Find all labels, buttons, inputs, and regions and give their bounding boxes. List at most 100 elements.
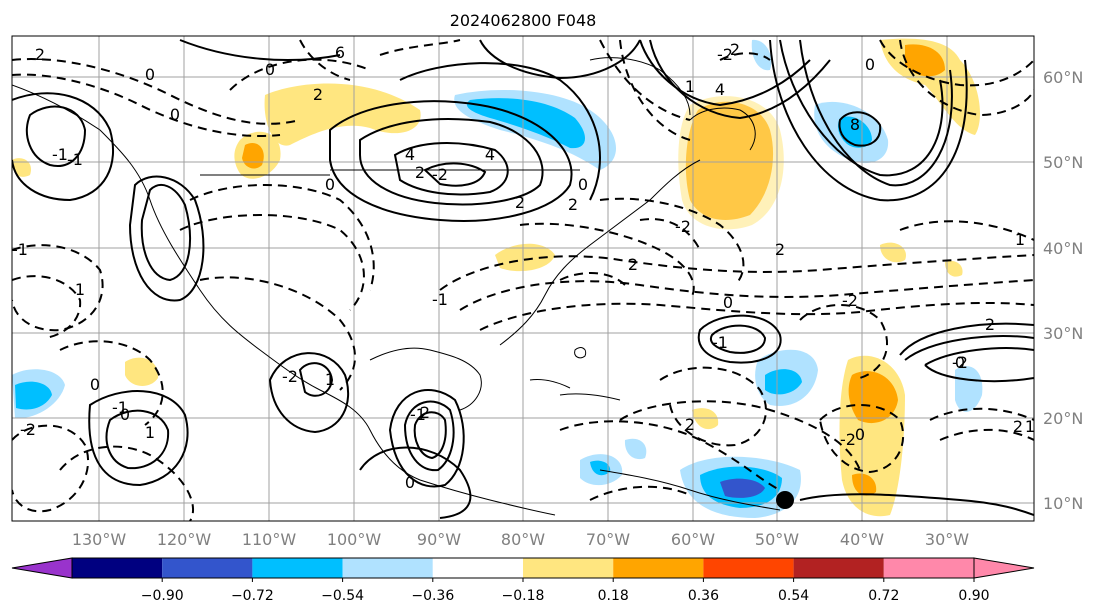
lat-label: 50°N [1043,153,1083,172]
contour-label: -2 [675,217,691,236]
shade-cyan-north-atlantic [466,98,586,149]
contour-label: 2 [1013,417,1023,436]
contour-label: 0 [145,65,155,84]
lon-label: 30°W [925,530,969,549]
latitude-axis: 60°N 50°N 40°N 30°N 20°N 10°N [1043,68,1083,513]
contour-label: 0 [865,55,875,74]
lon-label: 80°W [501,530,545,549]
colorbar-segment-3 [342,558,433,578]
colorbar-segment-0 [72,558,163,578]
contour-label: 0 [325,175,335,194]
storm-marker [776,491,794,509]
contour-label: 0 [120,405,130,424]
shade-orange-cv [848,371,898,424]
colorbar-tick-label: −0.18 [502,588,545,604]
contour-label: -1 [67,150,83,169]
shade-yellow-newfoundland [678,96,784,230]
anomaly-shading [12,38,983,518]
contour-label: -1 [410,405,426,424]
colorbar-tick-label: 0.72 [868,588,899,604]
contour-label: 4 [485,145,495,164]
lon-label: 90°W [417,530,461,549]
contour-label: -2 [840,430,856,449]
lon-label: 70°W [586,530,630,549]
contour-label: 2 [628,255,638,274]
shade-cyan-central-atlantic [765,369,802,395]
contour-label: 1 [75,280,85,299]
lon-label: 110°W [242,530,297,549]
colorbar-tick-label: 0.36 [688,588,719,604]
colorbar-tick-label: −0.36 [411,588,454,604]
colorbar-segment-1 [162,558,253,578]
contour-label: 2 [35,45,45,64]
contour-label: 0 [90,375,100,394]
contour-label: 8 [850,115,860,134]
contour-label: 2 [568,195,578,214]
colorbar-tick-label: −0.90 [141,588,184,604]
colorbar-segment-6 [613,558,704,578]
shade-orange-iceland [905,44,945,77]
contour-label: 0 [855,425,865,444]
contour-label: 0 [723,293,733,312]
contour-label: -2 [432,165,448,184]
contour-label: 1 [1015,230,1025,249]
lat-label: 40°N [1043,239,1083,258]
shade-orange-cv-south [852,473,877,496]
map-frame [11,35,1035,522]
shade-blue-sa-east [624,438,647,460]
colorbar-segment-2 [252,558,343,578]
shade-blue-north-east [751,39,772,71]
dashed-contours [12,39,1034,521]
contour-label: 2 [515,193,525,212]
lat-label: 20°N [1043,409,1083,428]
shade-yellow-far-west [12,158,31,177]
contour-label: 1 [1025,417,1035,436]
contour-label: -1 [52,145,68,164]
shade-yellow-35w [945,260,963,277]
contour-label: -1 [432,290,448,309]
contour-label: -2 [952,353,968,372]
colorbar-segment-9 [883,558,974,578]
contour-label: 2 [685,415,695,434]
contour-label: 2 [420,403,430,422]
contour-label: 4 [405,145,415,164]
colorbar-segment-7 [703,558,794,578]
colorbar: −0.90 −0.72 −0.54 −0.36 −0.18 0.18 0.36 0.54 0.7… [11,557,1035,604]
lon-label: 130°W [72,530,127,549]
contour-label: -2 [282,367,298,386]
colorbar-tick-label: 0.54 [778,588,809,604]
contour-label: 2 [313,85,323,104]
colorbar-segment-8 [793,558,884,578]
contour-label: 1 [145,423,155,442]
shade-yellow-pacific [125,357,159,386]
lon-label: 50°W [755,530,799,549]
colorbar-extend-min [11,557,73,579]
contour-label: -1 [712,333,728,352]
lon-label: 120°W [157,530,212,549]
contour-label: 2 [730,40,740,59]
contour-label: -2 [20,420,36,439]
colorbar-segment-5 [523,558,614,578]
shade-blue-far-east [955,366,983,412]
longitude-axis: 130°W 120°W 110°W 100°W 90°W 80°W 70°W 60°W 50°W… [72,530,969,549]
contour-label: -1 [12,240,28,259]
colorbar-tick-label: −0.54 [321,588,364,604]
shade-yellow-midatlantic [495,243,555,272]
colorbar-tick-label: 0.18 [598,588,629,604]
map-title: 2024062800 F048 [450,11,597,30]
lon-label: 40°W [840,530,884,549]
lon-label: 60°W [671,530,715,549]
lon-label: 100°W [327,530,382,549]
lat-label: 60°N [1043,68,1083,87]
contour-label: -2 [717,45,733,64]
contour-label: -2 [842,291,858,310]
shade-cyan-sa [590,460,611,476]
colorbar-extend-max [973,557,1035,579]
colorbar-segment-4 [432,558,523,578]
contour-label: 0 [955,353,965,372]
contour-label: -1 [112,398,128,417]
contour-label: 4 [715,80,725,99]
solid-contours [12,39,1034,519]
